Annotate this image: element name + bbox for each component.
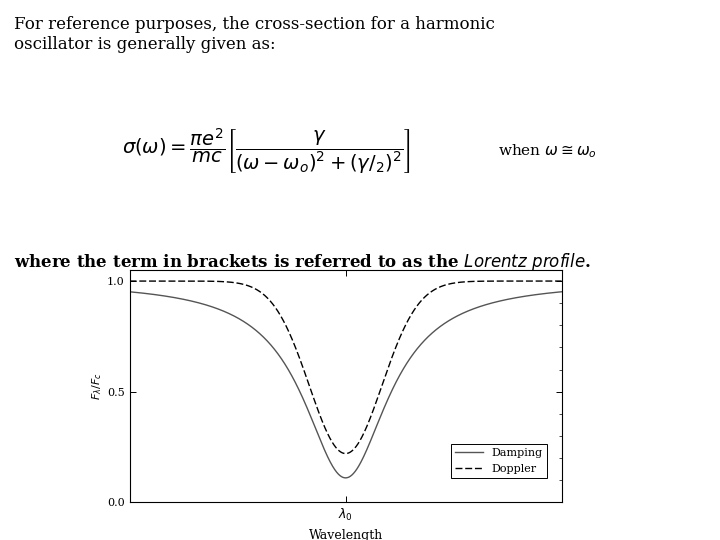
Damping	[545, 290, 554, 296]
Line: Doppler: Doppler	[130, 281, 562, 454]
Line: Damping: Damping	[130, 292, 562, 478]
Damping	[125, 288, 134, 295]
Damping	[557, 288, 566, 295]
Doppler	[545, 278, 554, 284]
Damping	[466, 307, 474, 313]
Doppler	[324, 431, 333, 438]
Doppler	[545, 278, 554, 284]
Doppler	[125, 278, 134, 284]
Text: when $\omega \cong \omega_o$: when $\omega \cong \omega_o$	[498, 143, 597, 160]
Y-axis label: $F_\lambda/F_c$: $F_\lambda/F_c$	[91, 372, 104, 400]
Damping	[324, 455, 333, 461]
Damping	[545, 290, 554, 296]
Text: For reference purposes, the cross-section for a harmonic
oscillator is generally: For reference purposes, the cross-sectio…	[14, 16, 495, 53]
Legend: Damping, Doppler: Damping, Doppler	[451, 444, 547, 478]
Damping	[336, 472, 344, 478]
Doppler	[336, 448, 344, 455]
X-axis label: Wavelength: Wavelength	[308, 529, 383, 540]
Doppler	[466, 278, 474, 285]
Text: $\sigma(\omega)=\dfrac{\pi e^2}{mc}\left[\dfrac{\gamma}{(\omega-\omega_o)^2+\lef: $\sigma(\omega)=\dfrac{\pi e^2}{mc}\left…	[122, 126, 411, 176]
Damping	[341, 475, 350, 481]
Damping	[148, 291, 156, 298]
Doppler	[557, 278, 566, 284]
Doppler	[148, 278, 156, 284]
Doppler	[341, 450, 350, 457]
Text: where the term in brackets is referred to as the $\mathit{Lorentz\ profile}$.: where the term in brackets is referred t…	[14, 251, 591, 273]
